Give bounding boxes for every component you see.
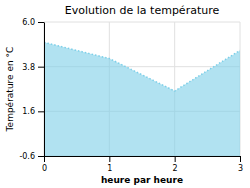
y-tick: 6.0 <box>22 18 44 27</box>
y-tick-label: 3.8 <box>22 63 35 72</box>
x-tick: 0 <box>42 156 47 173</box>
y-tick-mark <box>38 22 44 23</box>
y-tick-label: -0.6 <box>19 152 35 161</box>
x-tick: 3 <box>238 156 243 173</box>
grid-line-y <box>44 22 240 23</box>
chart: 0 1 2 3 -0.6 1.6 3.8 6.0 Evolution de la tempéra… <box>0 0 250 188</box>
line <box>44 42 240 91</box>
y-axis-line <box>44 23 45 157</box>
x-axis-label: heure par heure <box>101 175 183 185</box>
y-tick-label: 6.0 <box>22 18 35 27</box>
x-tick-label: 3 <box>238 164 243 173</box>
area <box>44 42 240 156</box>
x-tick-mark <box>240 156 241 162</box>
x-axis-line <box>45 156 241 157</box>
x-tick-label: 0 <box>42 164 47 173</box>
y-tick: 3.8 <box>22 63 44 72</box>
x-tick-label: 2 <box>173 164 178 173</box>
marks <box>44 42 240 156</box>
y-tick: 1.6 <box>22 107 44 116</box>
x-tick: 2 <box>173 156 178 173</box>
y-axis: -0.6 1.6 3.8 6.0 <box>19 18 44 161</box>
x-axis: 0 1 2 3 <box>42 156 243 173</box>
y-tick: -0.6 <box>19 152 44 161</box>
y-tick-label: 1.6 <box>22 107 35 116</box>
y-tick-mark <box>38 67 44 68</box>
grid <box>44 22 240 156</box>
title: Evolution de la température <box>65 4 220 17</box>
x-tick-label: 1 <box>107 164 112 173</box>
grid-line-x <box>44 22 45 156</box>
plot-area: 0 1 2 3 -0.6 1.6 3.8 6.0 <box>19 18 243 173</box>
x-tick: 1 <box>107 156 112 173</box>
x-tick-mark <box>175 156 176 162</box>
y-tick-mark <box>38 156 44 157</box>
y-axis-label: Température en °C <box>5 47 15 133</box>
x-tick-mark <box>44 156 45 162</box>
x-tick-mark <box>109 156 110 162</box>
y-tick-mark <box>38 111 44 112</box>
